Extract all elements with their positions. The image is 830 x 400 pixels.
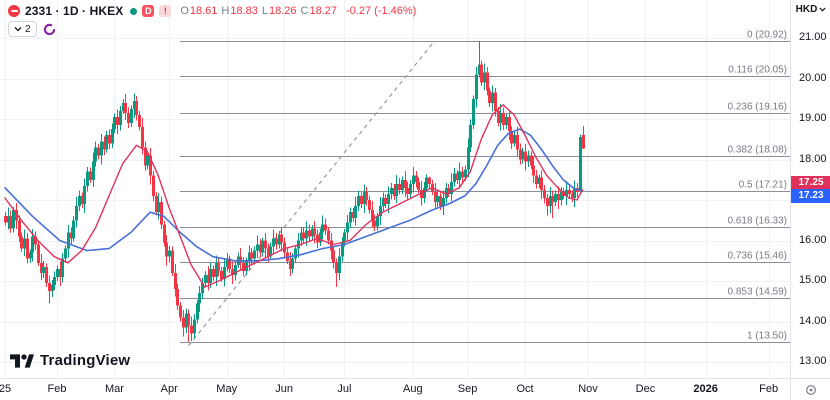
price-tick-label: 19.00: [799, 112, 827, 124]
price-axis[interactable]: HKD 21.0020.0019.0018.0017.0016.0015.001…: [790, 0, 830, 378]
ohlc-value: 18.27: [309, 5, 338, 17]
market-closed-icon: [8, 5, 20, 17]
price-tick-label: 13.00: [799, 355, 827, 367]
ma-fast-price-badge: 17.25: [791, 175, 830, 190]
time-axis-label: Dec: [635, 383, 656, 395]
fib-level-label: 0 (20.92): [747, 30, 787, 41]
fib-level-label: 0.116 (20.05): [728, 65, 787, 76]
time-axis-label: Jun: [275, 383, 294, 395]
price-tick-label: 20.00: [799, 71, 827, 84]
chevron-down-icon: [14, 27, 22, 32]
indicators-collapse-pill[interactable]: 2: [8, 21, 37, 37]
ohlc-value: 18.83: [230, 5, 258, 17]
ohlc-key: H: [221, 5, 230, 17]
time-axis-label: Jul: [337, 383, 352, 395]
ohlc-key: L: [261, 5, 269, 17]
ohlc-value: 18.26: [269, 5, 297, 17]
currency-selector[interactable]: HKD: [791, 4, 830, 15]
gear-icon: [806, 385, 816, 395]
fib-level-label: 0.853 (14.59): [728, 287, 788, 298]
price-tick-label: 14.00: [799, 314, 827, 327]
ma-fast-line[interactable]: [4, 104, 584, 288]
time-axis-label: Aug: [403, 383, 423, 395]
axis-settings-corner[interactable]: [790, 378, 830, 400]
fib-level-label: 0.382 (18.08): [728, 145, 788, 156]
price-tick-label: 16.00: [799, 233, 827, 246]
ohlc-values: O 18.61 H 18.83 L 18.26 C 18.27: [180, 5, 337, 17]
fib-level-label: 0.736 (15.46): [728, 251, 788, 262]
fib-level-label: 0.236 (19.16): [728, 102, 788, 113]
fib-retracement[interactable]: 0 (20.92) 0.116 (20.05) 0.236 (19.16) 0.382…: [180, 30, 790, 343]
tradingview-glyph-icon: [10, 353, 34, 368]
warning-badge[interactable]: !: [159, 5, 172, 17]
ma-slow-price-badge: 17.23: [791, 189, 830, 204]
indicators-count: 2: [25, 23, 31, 35]
time-axis-label: May: [216, 383, 238, 395]
time-axis-label: Mar: [104, 383, 124, 395]
chevron-down-icon: [819, 7, 826, 12]
time-axis-label: Feb: [47, 383, 67, 395]
ma-slow-line[interactable]: [4, 128, 584, 262]
time-axis-label: 25: [0, 383, 12, 395]
change-value: -0.27 (-1.46%): [346, 5, 417, 17]
ohlc-value: 18.61: [189, 5, 218, 17]
price-tick-label: 21.00: [799, 31, 827, 43]
price-tick-label: 18.00: [799, 152, 827, 165]
fib-level-label: 0.5 (17.21): [739, 180, 787, 191]
delayed-data-badge[interactable]: D: [142, 5, 155, 17]
symbol-title[interactable]: 2331 · 1D · HKEX: [25, 4, 124, 18]
grid-lines: [0, 0, 790, 378]
time-axis-label: Nov: [578, 383, 598, 395]
replay-loop-icon[interactable]: [43, 22, 57, 36]
candlesticks: [4, 41, 585, 342]
ohlc-key: O: [180, 5, 189, 17]
time-axis[interactable]: 25 Feb Mar Apr May Jun Jul Aug Sep Oct Nov Dec 2026 F…: [0, 378, 790, 400]
tradingview-logo[interactable]: TradingView: [10, 352, 130, 369]
ohlc-key: C: [300, 5, 309, 17]
currency-label: HKD: [795, 4, 818, 15]
price-tick-label: 15.00: [799, 274, 827, 286]
tradingview-wordmark: TradingView: [40, 352, 131, 369]
chart-legend: 2331 · 1D · HKEX D ! O 18.61 H 18.83 L 18.26 C…: [8, 4, 416, 37]
time-axis-label: Oct: [516, 383, 534, 395]
time-axis-label: Sep: [457, 383, 478, 395]
status-dot-icon: [130, 7, 138, 15]
fib-level-label: 1 (13.50): [747, 331, 787, 342]
time-axis-label: 2026: [693, 383, 718, 395]
fib-level-label: 0.618 (16.33): [728, 216, 788, 227]
trend-line[interactable]: [187, 40, 436, 347]
time-axis-label: Apr: [160, 383, 178, 395]
time-axis-label: Feb: [759, 383, 779, 395]
